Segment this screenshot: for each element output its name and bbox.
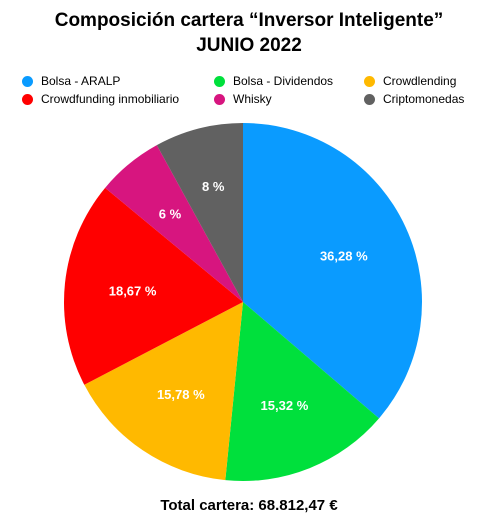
legend-swatch <box>364 93 375 105</box>
data-label-bolsa-dividendos: 15,32 % <box>261 398 309 413</box>
legend-item-crowdfunding-inmobiliario: Crowdfunding inmobiliario <box>22 91 214 107</box>
pie-slice-bolsa-aralp <box>243 123 423 419</box>
legend-item-criptomonedas: Criptomonedas <box>364 91 492 107</box>
data-label-crowdlending: 15,78 % <box>157 387 205 402</box>
legend-label: Crowdlending <box>383 74 457 88</box>
legend-swatch <box>214 93 225 105</box>
legend-item-whisky: Whisky <box>214 91 364 107</box>
chart-subtitle: JUNIO 2022 <box>196 35 302 56</box>
legend-label: Bolsa - Dividendos <box>233 74 334 88</box>
legend-label: Whisky <box>233 92 272 106</box>
pie-slice-bolsa-dividendos <box>225 302 380 482</box>
legend: Bolsa - ARALP Bolsa - Dividendos Crowdle… <box>22 73 492 107</box>
pie-slice-whisky <box>105 145 243 302</box>
chart-title: Composición cartera “Inversor Inteligent… <box>54 10 444 31</box>
legend-label: Crowdfunding inmobiliario <box>41 92 180 106</box>
legend-swatch <box>22 93 33 105</box>
legend-label: Bolsa - ARALP <box>41 74 121 88</box>
pie-slice-crowdfunding-inmobiliario <box>63 187 244 385</box>
legend-item-bolsa-dividendos: Bolsa - Dividendos <box>214 73 364 89</box>
pie-slice-crowdlending <box>84 302 243 481</box>
total-portfolio-label: Total cartera: 68.812,47 € <box>160 497 338 514</box>
data-label-crowdfunding-inmobiliario: 18,67 % <box>109 283 157 298</box>
legend-swatch <box>22 75 33 87</box>
legend-swatch <box>214 75 225 87</box>
data-label-criptomonedas: 8 % <box>202 179 225 194</box>
legend-swatch <box>364 75 375 87</box>
data-label-whisky: 6 % <box>159 207 182 222</box>
pie-slice-criptomonedas <box>156 123 243 302</box>
legend-label: Criptomonedas <box>383 92 465 106</box>
legend-item-bolsa-aralp: Bolsa - ARALP <box>22 73 214 89</box>
legend-item-crowdlending: Crowdlending <box>364 73 492 89</box>
data-label-bolsa-aralp: 36,28 % <box>320 249 368 264</box>
